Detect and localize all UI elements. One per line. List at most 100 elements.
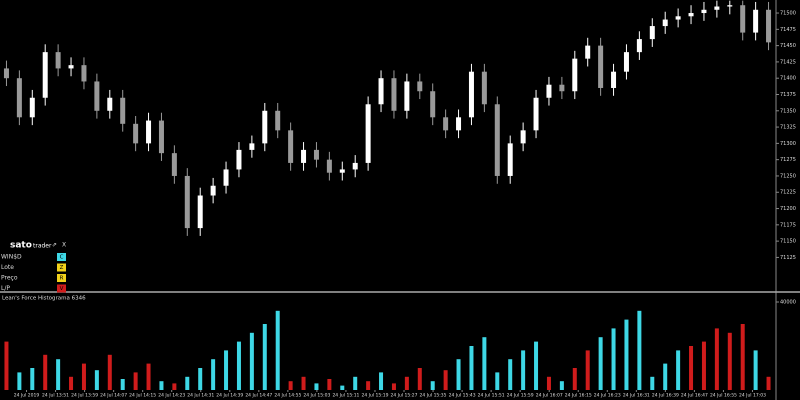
- candle-body: [727, 5, 733, 7]
- y-tick-label: 71450: [780, 43, 796, 49]
- candle-body: [598, 45, 604, 88]
- close-button[interactable]: X: [62, 242, 66, 249]
- x-tick-label: 24 Jul 16:15: [565, 393, 592, 399]
- panel-row-label: L/P: [1, 285, 10, 292]
- histogram-bar: [495, 372, 500, 390]
- candle-body: [249, 143, 255, 150]
- histogram-bar: [766, 376, 771, 390]
- candle-body: [391, 78, 397, 111]
- candle-body: [649, 26, 655, 40]
- histogram-bar: [314, 383, 319, 390]
- panel-row-label: WIN$D: [1, 254, 22, 261]
- x-tick-label: 24 Jul 15:43: [449, 393, 476, 399]
- y-tick-label: 71125: [780, 255, 796, 261]
- y-tick-label: 71375: [780, 92, 796, 98]
- histogram-bar: [353, 376, 358, 390]
- candle-body: [688, 13, 694, 17]
- histogram-bar: [56, 359, 61, 390]
- candle-body: [326, 159, 332, 173]
- histogram-bar: [249, 332, 254, 390]
- candle-body: [443, 117, 449, 131]
- candle-body: [133, 123, 139, 144]
- candle-body: [68, 65, 74, 69]
- candle-body: [636, 39, 642, 53]
- candle-body: [430, 91, 436, 118]
- histogram-bar: [366, 381, 371, 390]
- candle-body: [120, 97, 126, 124]
- x-tick-label: 24 Jul 14:07: [100, 393, 127, 399]
- histogram-bar: [81, 363, 86, 390]
- x-tick-label: 24 Jul 13:59: [71, 393, 98, 399]
- x-tick-label: 24 Jul 14:39: [216, 393, 243, 399]
- y-tick-label: 71250: [780, 173, 796, 179]
- histogram-bar: [637, 310, 642, 390]
- histogram-bar: [572, 368, 577, 390]
- candle-body: [714, 6, 720, 10]
- x-tick-label: 24 Jul 15:03: [303, 393, 330, 399]
- panel-key-box[interactable]: [57, 253, 66, 261]
- panel-key-box[interactable]: [57, 274, 66, 282]
- candle-body: [55, 52, 61, 69]
- panel-key-box[interactable]: [57, 284, 66, 293]
- x-tick-label: 24 Jul 13:51: [42, 393, 69, 399]
- candle-body: [81, 65, 87, 82]
- candle-body: [352, 162, 358, 170]
- x-tick-label: 24 Jul 14:31: [187, 393, 214, 399]
- panel-key-box[interactable]: [57, 263, 66, 272]
- candle-body: [456, 117, 462, 131]
- histogram-bar: [69, 376, 74, 390]
- histogram-bar: [585, 350, 590, 390]
- x-tick-label: 24 Jul 14:47: [245, 393, 272, 399]
- y-tick-label: 71400: [780, 76, 796, 82]
- candle-body: [365, 104, 371, 163]
- panel-row-label: Lote: [1, 264, 14, 271]
- x-tick-label: 24 Jul 15:51: [478, 393, 505, 399]
- x-tick-label: 24 Jul 16:23: [594, 393, 621, 399]
- candle-body: [94, 81, 100, 111]
- candle-body: [611, 71, 617, 88]
- histogram-bar: [714, 328, 719, 390]
- candle-body: [339, 169, 345, 173]
- candle-body: [623, 52, 629, 72]
- candle-body: [301, 149, 307, 163]
- histogram-bar: [469, 346, 474, 390]
- pin-button[interactable]: ⇗: [52, 242, 57, 249]
- histogram-bar: [391, 383, 396, 390]
- candle-body: [171, 153, 177, 176]
- candle-body: [559, 84, 565, 92]
- histogram-bar: [211, 359, 216, 390]
- histogram-bar: [133, 372, 138, 390]
- histogram-bar: [508, 359, 513, 390]
- candle-body: [197, 195, 203, 229]
- histogram-bar: [663, 363, 668, 390]
- x-tick-label: 24 Jul 16:31: [623, 393, 650, 399]
- histogram-bar: [301, 376, 306, 390]
- histogram-bar: [340, 385, 345, 390]
- histogram-bar: [146, 363, 151, 390]
- x-tick-label: 24 Jul 16:07: [536, 393, 563, 399]
- candle-body: [520, 130, 526, 144]
- y-tick-label: 71225: [780, 190, 796, 196]
- histogram-bar: [727, 332, 732, 390]
- panel-key: V: [60, 286, 64, 292]
- histogram-bar: [288, 381, 293, 390]
- histogram-bar: [159, 381, 164, 390]
- histogram-bar: [598, 337, 603, 390]
- panel-row-label: Preço: [1, 275, 18, 282]
- candle-body: [223, 169, 229, 186]
- candle-body: [468, 71, 474, 118]
- candle-body: [275, 110, 281, 131]
- candle-body: [585, 45, 591, 59]
- y-tick-label: 71150: [780, 239, 796, 245]
- histogram-bar: [379, 372, 384, 390]
- candle-body: [494, 104, 500, 176]
- x-tick-label: 24 Jul 14:15: [129, 393, 156, 399]
- candle-body: [662, 19, 668, 27]
- candle-body: [740, 5, 746, 33]
- histogram-bar: [94, 370, 99, 390]
- logo: sato: [10, 241, 32, 251]
- histogram-bar: [185, 376, 190, 390]
- y-tick-label: 71200: [780, 206, 796, 212]
- histogram-bar: [43, 354, 48, 390]
- logo-suffix: trader: [33, 243, 52, 250]
